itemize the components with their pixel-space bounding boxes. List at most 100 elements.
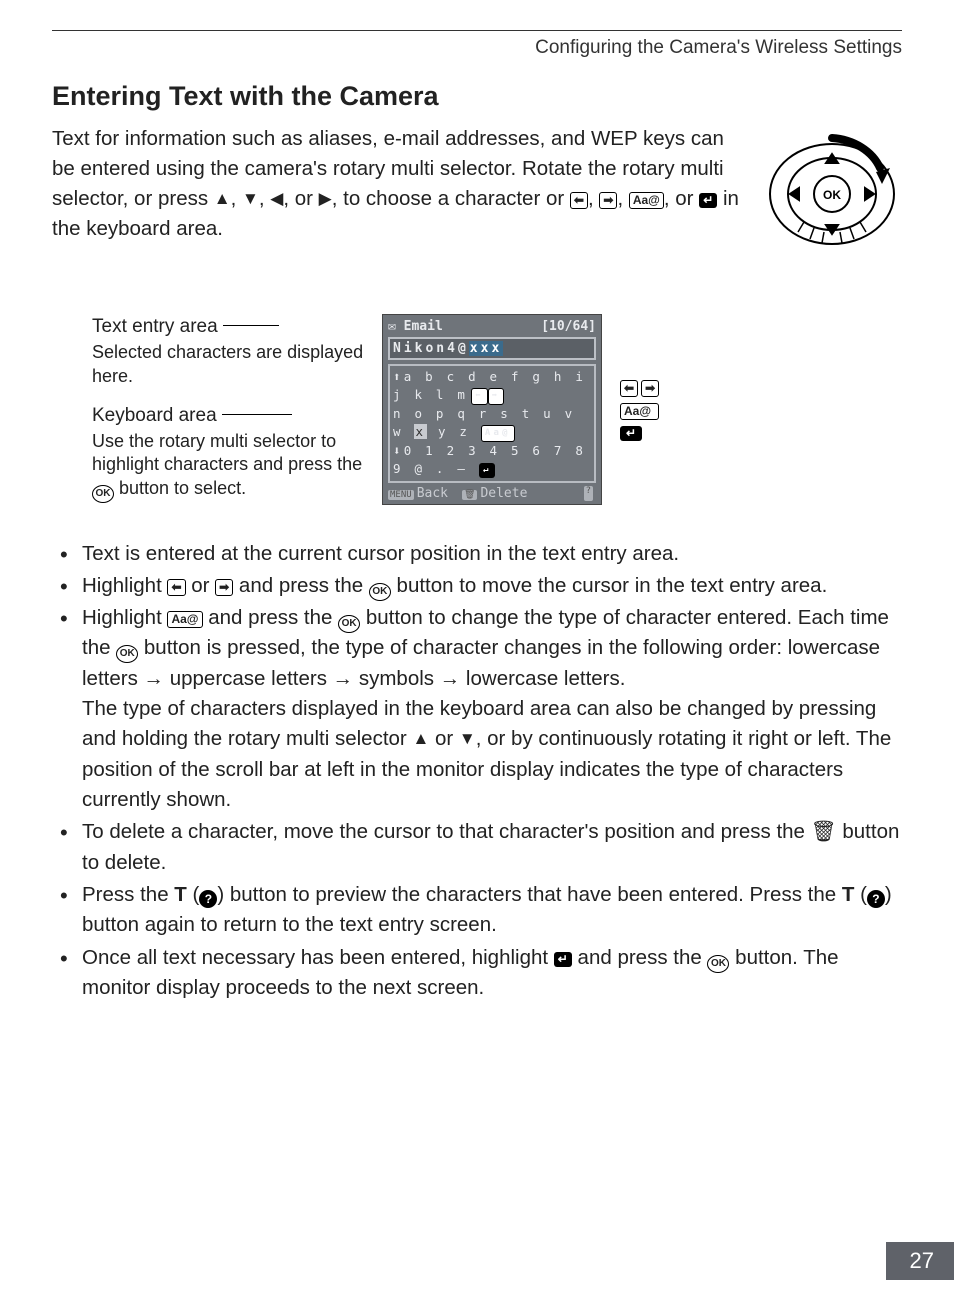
t: and press the bbox=[233, 574, 369, 597]
arrow-left-icon: ◀ bbox=[270, 189, 283, 208]
arrow-up-icon: ▲ bbox=[412, 729, 429, 748]
screen-counter: [10/64] bbox=[541, 319, 596, 334]
trash-label-icon: 🗑 bbox=[462, 490, 477, 500]
kbd-row-2: n o p q r s t u v w x y z Aa@ bbox=[393, 405, 591, 442]
cursor-keys-legend: ⬅ ➡ bbox=[620, 380, 659, 397]
key-legend: ⬅ ➡ Aa@ ↵ bbox=[620, 314, 659, 441]
intro-part-b: , to choose a character or bbox=[332, 187, 570, 210]
diagram-labels: Text entry area Selected characters are … bbox=[92, 314, 382, 503]
section-title: Entering Text with the Camera bbox=[52, 81, 902, 112]
t: ( bbox=[854, 883, 867, 906]
screen-header: ✉ Email [10/64] bbox=[388, 319, 596, 334]
label-text-entry-title: Text entry area bbox=[92, 314, 382, 339]
char-type-icon: Aa@ bbox=[481, 425, 515, 442]
camera-screen: ✉ Email [10/64] Nikon4@xxx ⬆a b c d e f … bbox=[382, 314, 602, 505]
notes-list: Text is entered at the current cursor po… bbox=[52, 539, 902, 1004]
back-text: Back bbox=[417, 486, 448, 501]
label-keyboard-title: Keyboard area bbox=[92, 403, 382, 428]
t: and press the bbox=[572, 946, 708, 969]
t: button to move the cursor in the text en… bbox=[391, 574, 827, 597]
label-text-entry-title-text: Text entry area bbox=[92, 316, 218, 337]
breadcrumb: Configuring the Camera's Wireless Settin… bbox=[52, 37, 902, 59]
ok-button-icon: OK bbox=[116, 645, 138, 663]
t: button is pressed, the type of character… bbox=[82, 636, 880, 689]
screen-diagram: Text entry area Selected characters are … bbox=[92, 314, 902, 505]
keyboard-area: ⬆a b c d e f g h i j k l m⬅➡ n o p q r s… bbox=[388, 364, 596, 483]
leader-line-icon bbox=[223, 325, 279, 326]
screen-title-text: Email bbox=[404, 319, 443, 334]
entry-highlight: xxx bbox=[469, 341, 503, 356]
mail-icon: ✉ bbox=[388, 319, 396, 334]
t: or bbox=[186, 574, 216, 597]
note-item: Highlight ⬅ or ➡ and press the OK button… bbox=[52, 571, 902, 601]
help-icon: ? bbox=[867, 890, 885, 908]
help-icon: ? bbox=[199, 890, 217, 908]
intro-text: Text for information such as aliases, e-… bbox=[52, 124, 742, 264]
label-keyboard-desc-b: button to select. bbox=[114, 478, 246, 498]
arrow-right-icon: ▶ bbox=[319, 189, 332, 208]
header-rule bbox=[52, 30, 902, 31]
note-item: Highlight Aa@ and press the OK button to… bbox=[52, 603, 902, 815]
intro-block: Text for information such as aliases, e-… bbox=[52, 124, 902, 264]
rotary-selector-icon: OK bbox=[762, 124, 902, 264]
label-keyboard-desc-a: Use the rotary multi selector to highlig… bbox=[92, 431, 362, 475]
ok-button-icon: OK bbox=[92, 485, 114, 503]
t: Once all text necessary has been entered… bbox=[82, 946, 554, 969]
cursor-left-icon: ⬅ bbox=[570, 192, 588, 209]
enter-icon: ↵ bbox=[554, 952, 572, 967]
char-type-icon: Aa@ bbox=[629, 192, 664, 209]
t-button-label: T bbox=[174, 883, 187, 906]
page-number: 27 bbox=[886, 1242, 954, 1280]
svg-text:OK: OK bbox=[823, 188, 841, 202]
trash-icon: 🗑 bbox=[811, 820, 837, 843]
cursor-right-icon: ➡ bbox=[641, 380, 659, 397]
char-type-icon: Aa@ bbox=[620, 403, 659, 420]
t-button-label: T bbox=[842, 883, 855, 906]
t: Press the bbox=[82, 883, 174, 906]
cursor-right-icon: ➡ bbox=[488, 388, 505, 405]
ok-button-icon: OK bbox=[707, 955, 729, 973]
t: To delete a character, move the cursor t… bbox=[82, 820, 811, 843]
leader-line-icon bbox=[222, 414, 292, 415]
note-item: Press the T (?) button to preview the ch… bbox=[52, 880, 902, 941]
screen-title: ✉ Email bbox=[388, 319, 443, 334]
kbd-row-3: ⬇0 1 2 3 4 5 6 7 8 9 @ . – ↵ bbox=[393, 442, 591, 478]
kbd-row-2b: y z bbox=[438, 424, 470, 439]
cursor-left-icon: ⬅ bbox=[471, 388, 488, 405]
screen-footer: MENUBack 🗑Delete ? bbox=[388, 486, 596, 501]
label-keyboard-title-text: Keyboard area bbox=[92, 405, 217, 426]
delete-control: 🗑Delete bbox=[462, 486, 527, 501]
t: Highlight bbox=[82, 606, 167, 629]
char-type-icon: Aa@ bbox=[167, 611, 202, 628]
entry-text: Nikon4@ bbox=[393, 341, 469, 356]
t: and press the bbox=[203, 606, 339, 629]
back-control: MENUBack bbox=[388, 486, 448, 501]
cursor-right-icon: ➡ bbox=[215, 579, 233, 596]
delete-text: Delete bbox=[480, 486, 527, 501]
arrow-up-icon: ▲ bbox=[214, 189, 231, 208]
note-item: To delete a character, move the cursor t… bbox=[52, 817, 902, 878]
kbd-selected-char: x bbox=[414, 424, 427, 439]
label-keyboard-desc: Use the rotary multi selector to highlig… bbox=[92, 430, 382, 504]
enter-icon: ↵ bbox=[699, 193, 717, 208]
t: Highlight bbox=[82, 574, 167, 597]
note-item: Once all text necessary has been entered… bbox=[52, 943, 902, 1004]
cursor-right-icon: ➡ bbox=[599, 192, 617, 209]
help-icon: ? bbox=[584, 486, 593, 501]
t: or bbox=[429, 727, 459, 750]
enter-icon: ↵ bbox=[479, 463, 496, 478]
arrow-down-icon: ▼ bbox=[242, 189, 259, 208]
kbd-row-1: ⬆a b c d e f g h i j k l m⬅➡ bbox=[393, 368, 591, 405]
cursor-left-icon: ⬅ bbox=[167, 579, 185, 596]
ok-button-icon: OK bbox=[369, 583, 391, 601]
enter-icon: ↵ bbox=[620, 426, 642, 441]
label-text-entry-desc: Selected characters are displayed here. bbox=[92, 341, 382, 389]
menu-label-icon: MENU bbox=[388, 490, 414, 500]
cursor-left-icon: ⬅ bbox=[620, 380, 638, 397]
note-item: Text is entered at the current cursor po… bbox=[52, 539, 902, 569]
text-entry-area: Nikon4@xxx bbox=[388, 337, 596, 360]
arrow-down-icon: ▼ bbox=[459, 729, 476, 748]
t: ( bbox=[187, 883, 200, 906]
ok-button-icon: OK bbox=[338, 615, 360, 633]
t: ) button to preview the characters that … bbox=[217, 883, 841, 906]
